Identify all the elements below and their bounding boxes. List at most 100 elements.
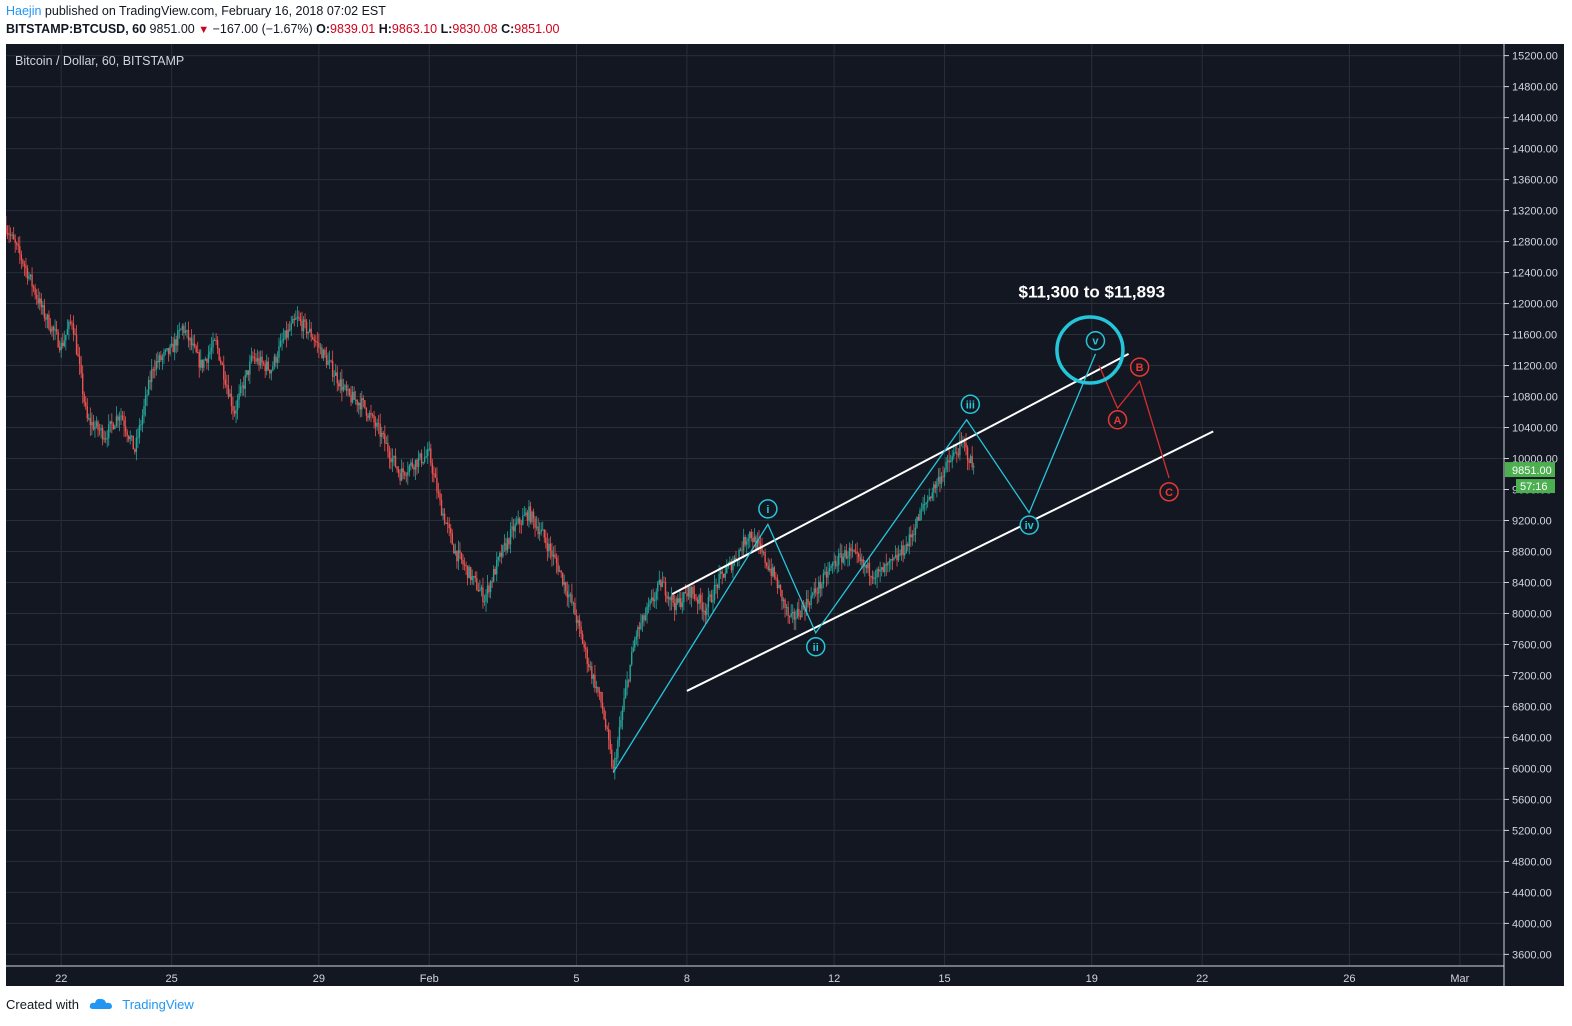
- candle-body: [880, 567, 883, 570]
- candle-body: [568, 594, 570, 598]
- tradingview-link[interactable]: TradingView: [122, 997, 194, 1012]
- candle-body: [25, 265, 27, 268]
- candle-body: [848, 547, 851, 557]
- time-axis[interactable]: 22 25 29 Feb 5 8 12 15 19 22 26 Mar: [55, 973, 1470, 985]
- candle-body: [476, 578, 478, 590]
- candle-body: [460, 553, 463, 560]
- candle-body: [215, 340, 217, 342]
- candle-body: [831, 563, 834, 566]
- y-tick-label: 9200.00: [1512, 515, 1552, 527]
- candle-body: [933, 484, 935, 493]
- candle-body: [762, 552, 765, 554]
- candle-body: [730, 561, 733, 571]
- candle-body: [469, 567, 472, 581]
- price-axis-bg: [1504, 44, 1564, 986]
- y-tick-label: 8400.00: [1512, 577, 1552, 589]
- candle-body: [650, 597, 653, 601]
- candle-body: [868, 562, 871, 576]
- candle-body: [425, 456, 427, 458]
- candle-body: [580, 626, 582, 634]
- candle-body: [724, 573, 726, 578]
- candle-body: [939, 476, 941, 484]
- candle-body: [681, 602, 684, 608]
- candle-body: [62, 342, 64, 347]
- candle-body: [252, 356, 254, 358]
- candle-body: [707, 596, 710, 608]
- candle-body: [747, 538, 749, 542]
- candle-body: [861, 559, 863, 562]
- candle-body: [799, 615, 802, 618]
- y-tick-label: 11200.00: [1512, 361, 1557, 373]
- candle-body: [235, 410, 237, 414]
- candle-body: [667, 596, 670, 599]
- candle-body: [951, 456, 953, 462]
- candle-body: [624, 688, 627, 699]
- candle-body: [180, 329, 182, 331]
- candle-body: [821, 584, 823, 589]
- candle-body: [801, 605, 803, 618]
- candle-body: [331, 361, 334, 377]
- candle-body: [966, 447, 969, 461]
- candle-body: [267, 361, 269, 370]
- candle-body: [492, 569, 495, 582]
- candle-body: [85, 402, 87, 406]
- chart-area[interactable]: i ii iii iv v A B C $11,300 to $11,893 15200.00 1…: [5, 44, 1564, 986]
- candle-body: [167, 348, 170, 355]
- candle-body: [434, 473, 437, 478]
- candle-body: [342, 386, 345, 391]
- candle-body: [836, 565, 838, 567]
- candle-body: [489, 581, 492, 593]
- candle-body: [761, 546, 763, 553]
- candle-body: [629, 664, 631, 682]
- candle-body: [150, 369, 153, 382]
- candle-body: [405, 475, 407, 477]
- y-tick-label: 10400.00: [1512, 423, 1558, 435]
- x-tick-label: 15: [938, 973, 950, 985]
- candle-body: [477, 589, 480, 592]
- candle-body: [887, 562, 889, 566]
- candle-body: [902, 545, 904, 556]
- candle-body: [408, 465, 411, 473]
- candle-body: [468, 567, 470, 579]
- candle-body: [654, 599, 656, 602]
- candle-body: [670, 594, 673, 601]
- candle-body: [201, 359, 203, 368]
- candle-body: [178, 330, 180, 332]
- candle-body: [256, 358, 259, 362]
- candle-body: [594, 674, 596, 689]
- y-tick-label: 8800.00: [1512, 546, 1552, 558]
- candle-body: [678, 597, 680, 603]
- candle-body: [589, 666, 591, 668]
- candle-body: [923, 503, 926, 505]
- candle-body: [9, 234, 12, 236]
- down-arrow-icon: ▼: [198, 24, 210, 36]
- candle-body: [172, 343, 174, 353]
- candle-body: [561, 572, 564, 585]
- candle-body: [402, 468, 404, 473]
- candle-body: [710, 594, 713, 603]
- candle-body: [336, 372, 338, 384]
- last-price-tag: 9851.00 57:16: [1505, 462, 1555, 494]
- candle-body: [330, 360, 332, 362]
- candle-body: [117, 416, 119, 421]
- candle-body: [459, 550, 461, 554]
- y-tick-label: 14400.00: [1512, 113, 1558, 125]
- candle-body: [417, 457, 420, 467]
- candle-body: [876, 569, 878, 578]
- author-link[interactable]: Haejin: [6, 4, 42, 18]
- candle-body: [770, 568, 772, 576]
- candle-body: [844, 550, 846, 557]
- candle-body: [701, 602, 703, 612]
- candle-body: [8, 233, 10, 235]
- candle-body: [141, 415, 144, 425]
- candle-body: [640, 623, 642, 629]
- candle-body: [943, 469, 946, 477]
- candle-body: [367, 415, 369, 418]
- wave-label-circle: [1085, 330, 1106, 351]
- candle-body: [49, 328, 52, 332]
- candle-body: [677, 598, 679, 603]
- candle-body: [88, 418, 90, 420]
- candle-body: [775, 577, 777, 579]
- candle-body: [512, 526, 515, 532]
